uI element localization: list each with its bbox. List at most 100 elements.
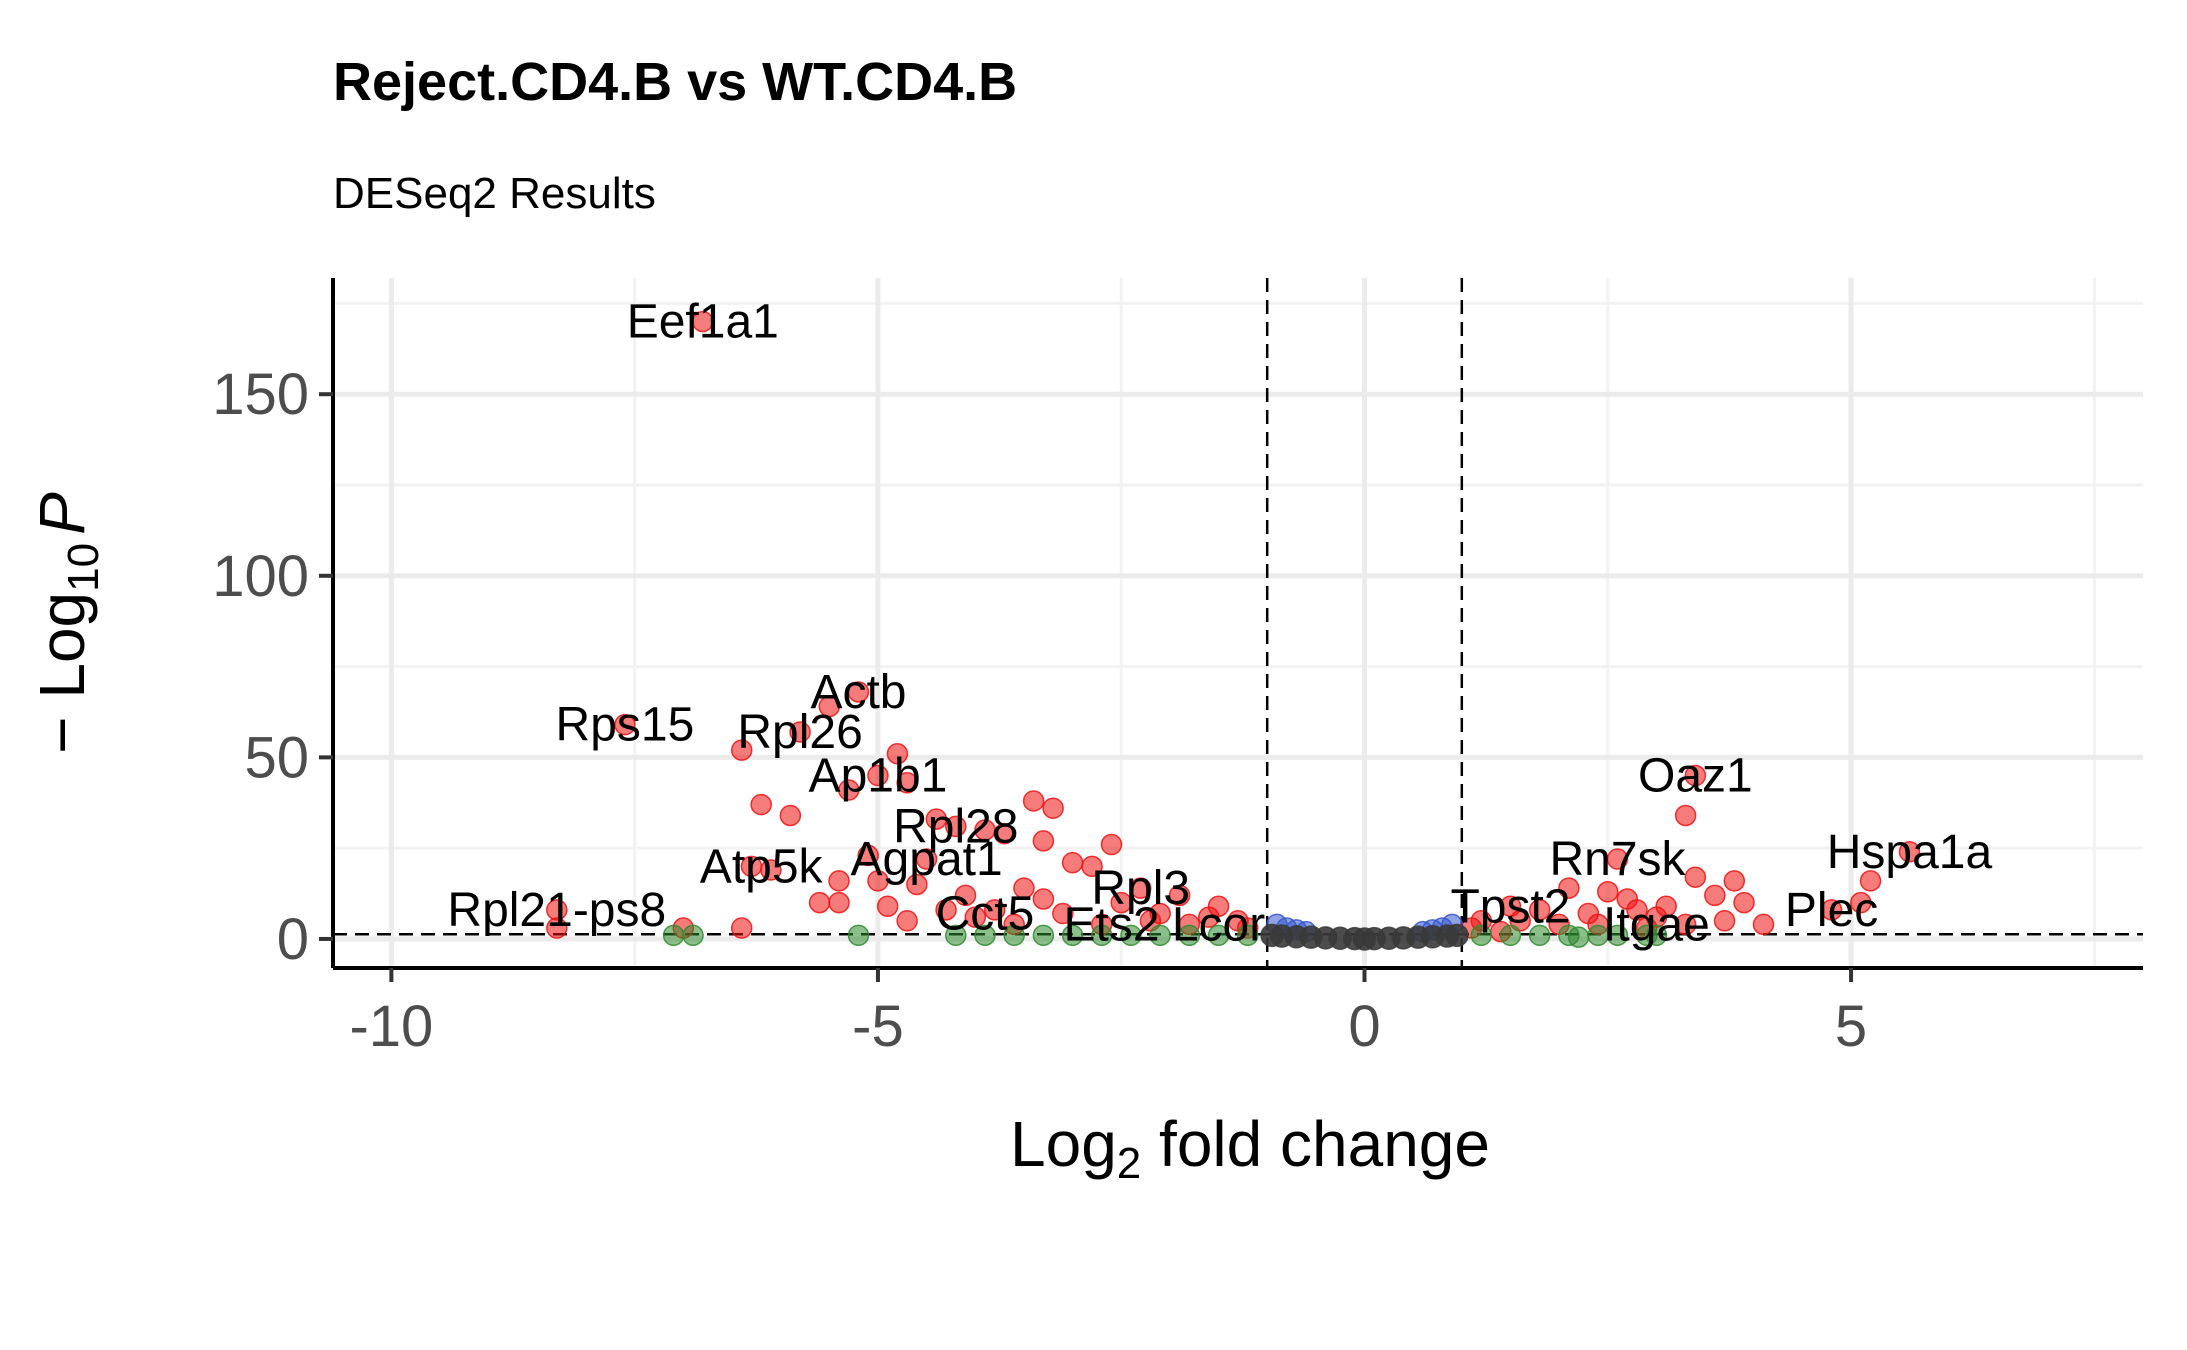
data-point [896,772,918,794]
data-point [847,681,870,703]
data-point [808,891,831,914]
data-point [730,739,753,761]
data-point [1606,848,1629,870]
y-tick-label: 150 [212,362,309,427]
data-point [1032,888,1055,910]
gene-label: Rpl21-ps8 [447,884,666,937]
data-point [1032,924,1055,947]
gene-label: Ets2 [1063,898,1159,951]
x-axis-title: Log2 fold change [1010,1108,1490,1188]
data-point [818,695,841,718]
gene-label: Oaz1 [1638,750,1753,803]
data-point [1100,833,1123,856]
data-point [789,721,811,743]
data-point [935,899,957,921]
data-point [1052,902,1074,925]
data-point [1674,913,1697,936]
data-point [1129,877,1152,899]
data-point [906,873,928,896]
x-tick-label: 0 [1348,994,1380,1059]
data-point [614,713,636,736]
x-tick-label: -5 [852,994,904,1059]
data-point [1168,884,1191,907]
data-point [1003,924,1025,947]
data-point [546,917,568,939]
data-point [828,891,850,914]
data-point [857,844,879,867]
data-point [886,742,909,765]
gene-label: Agpat1 [851,833,1003,886]
data-point [876,895,899,918]
data-point [838,779,860,801]
data-point [1684,764,1707,787]
data-point [1859,870,1882,892]
gene-label: Lcor [1172,898,1265,951]
gene-label: Rpl26 [737,706,862,759]
data-point [964,906,987,928]
data-point [896,910,918,932]
data-point [1110,891,1132,914]
data-point [1684,866,1707,888]
data-point [983,899,1006,921]
data-point [1567,926,1590,948]
data-point [730,917,753,939]
data-point [1499,924,1522,947]
data-point [1558,877,1580,899]
gene-label: Rpl28 [893,800,1018,853]
data-point [1616,888,1638,910]
gene-label: Eef1a1 [627,296,779,349]
y-tick-label: 100 [212,544,309,609]
data-point [945,924,967,947]
data-point [1236,924,1259,947]
gene-label: Ap1b1 [809,750,948,803]
data-point [867,764,889,787]
data-point [925,808,948,830]
data-point [1704,884,1726,907]
x-tick-label: 5 [1835,994,1867,1059]
data-point [1178,924,1201,947]
y-tick-label: 50 [244,725,309,790]
data-point [1032,830,1055,852]
data-point [1528,924,1551,947]
tick-marks [319,392,1854,982]
data-point [1149,924,1171,947]
data-point [1120,924,1142,947]
data-point [1655,895,1677,918]
data-point [779,804,802,827]
gene-label: Itgae [1603,898,1710,951]
data-point [1207,895,1230,918]
y-tick-label: 0 [277,907,309,972]
data-point [828,870,850,892]
gene-label: Plec [1785,884,1878,937]
gene-label: Tpst2 [1450,880,1570,933]
gene-label: Rn7sk [1549,833,1686,886]
data-point [1470,924,1493,947]
data-point [945,815,967,838]
data-point [1820,899,1843,921]
data-point [750,793,772,816]
gene-label: Actb [810,666,906,719]
data-point [1674,804,1697,827]
data-point [1898,841,1921,863]
data-point [692,310,714,333]
x-tick-label: -10 [349,994,433,1059]
data-point [760,859,782,881]
data-point [1645,924,1668,947]
data-point [1713,910,1736,932]
data-point [915,848,938,870]
data-point [1445,923,1469,948]
data-point [1733,891,1755,914]
gene-label: Hspa1a [1827,826,1993,879]
data-point [1752,913,1775,936]
data-point [867,870,889,892]
data-point [1723,870,1746,892]
chart-title: Reject.CD4.B vs WT.CD4.B [333,52,1017,112]
data-point [682,924,704,947]
data-point [1606,924,1629,947]
data-points [546,310,1921,951]
y-axis-title: − Log10P [26,492,108,754]
chart-subtitle: DESeq2 Results [333,169,656,218]
